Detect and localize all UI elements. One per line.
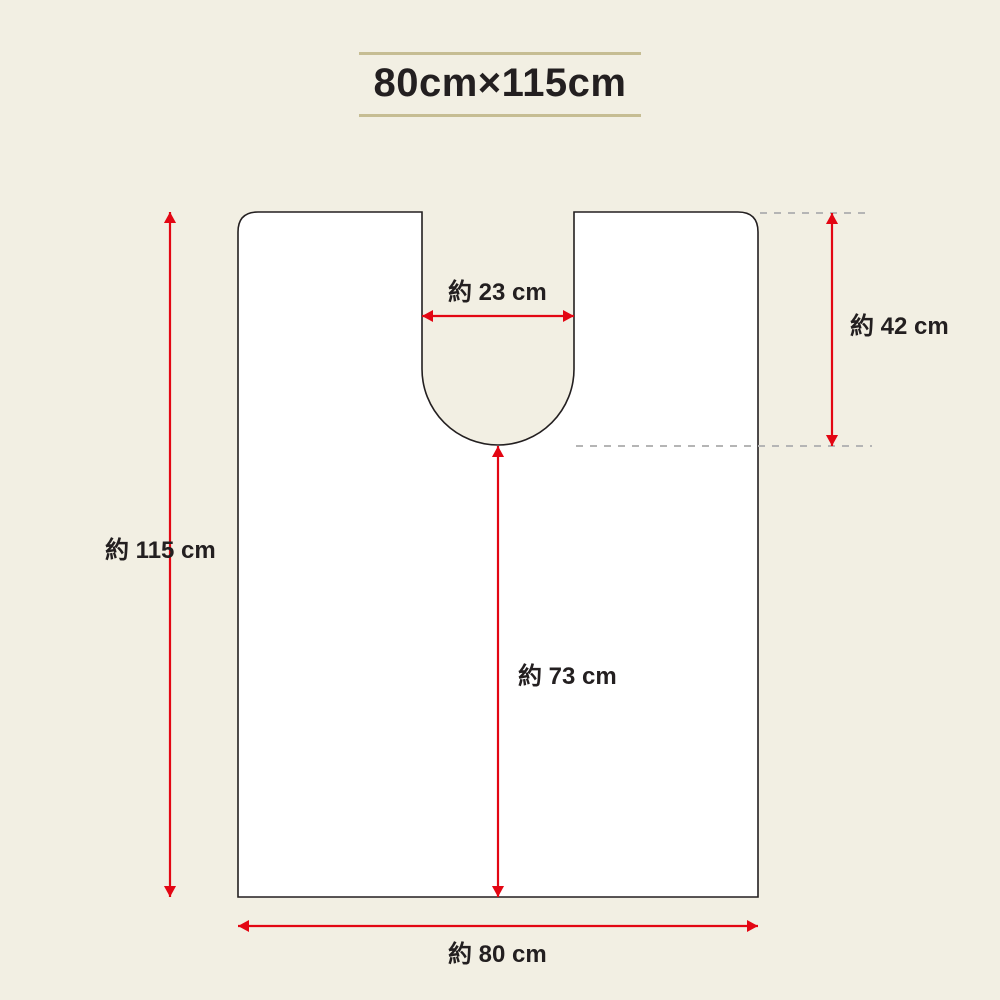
dim-inner-73: 約 73 cm xyxy=(518,656,617,691)
diagram-svg xyxy=(0,0,1000,1000)
dim-notch-42: 約 42 cm xyxy=(850,306,949,341)
dim-notch-23: 約 23 cm xyxy=(448,272,547,307)
dim-height-115: 約 115 cm xyxy=(105,530,216,565)
dim-width-80: 約 80 cm xyxy=(448,934,547,969)
